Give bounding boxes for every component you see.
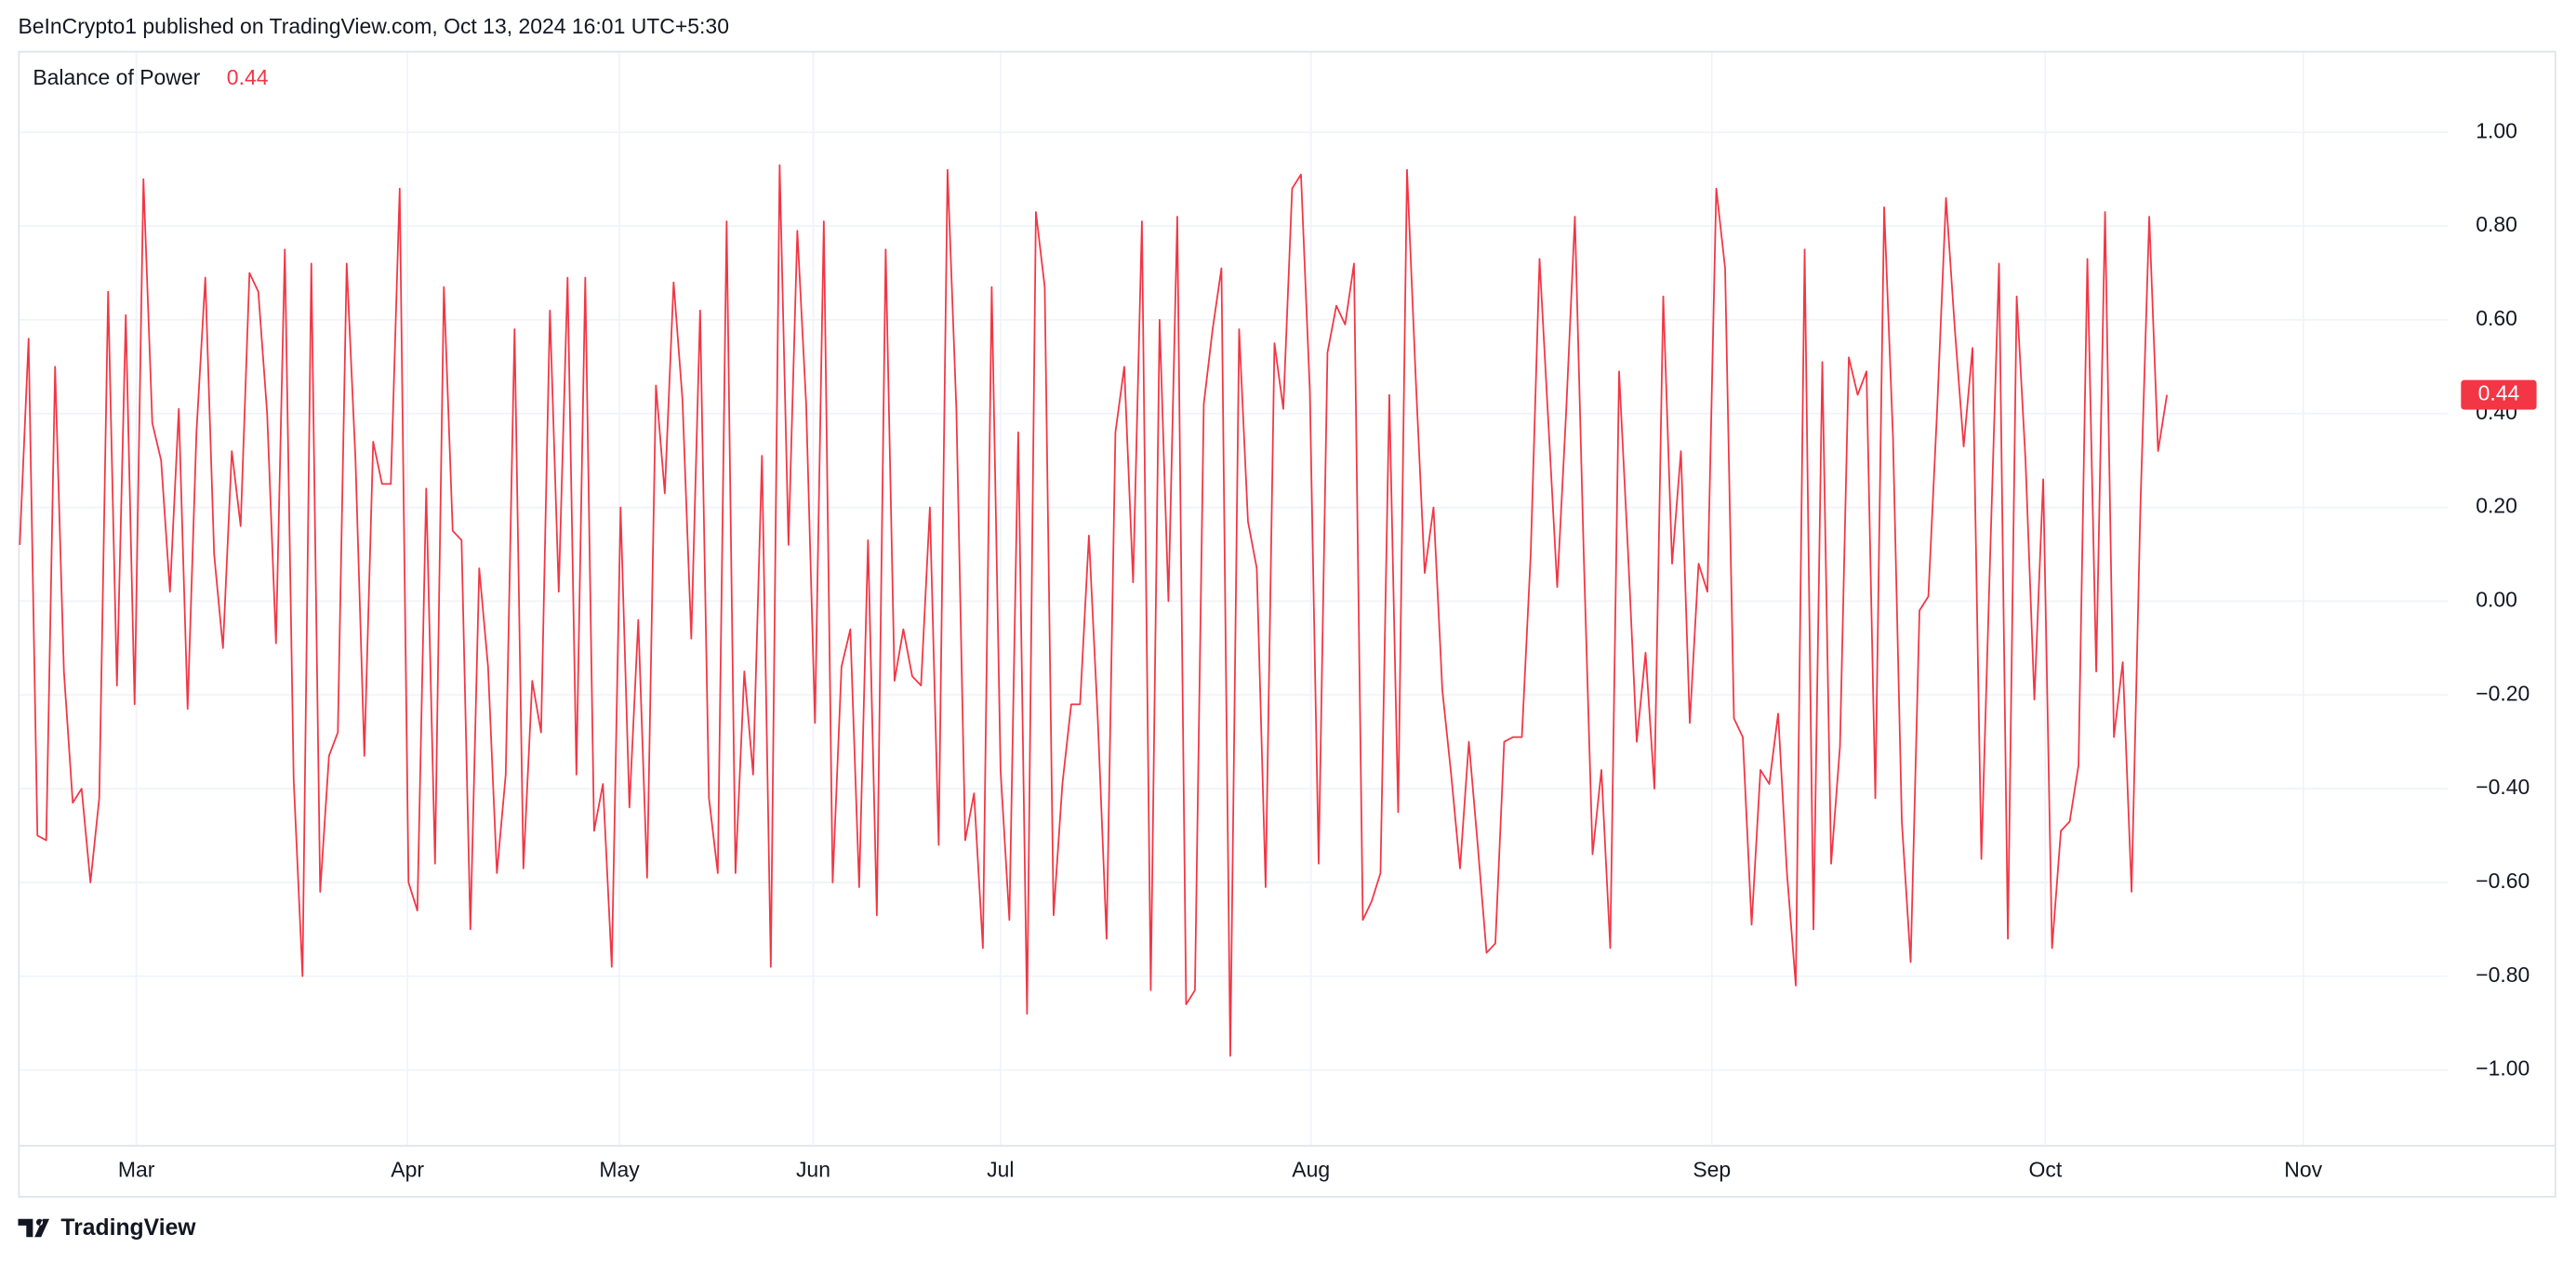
price-tag-label: 0.44 (2478, 381, 2520, 405)
x-tick-label: Oct (2029, 1158, 2063, 1182)
x-tick-label: Jul (987, 1158, 1014, 1182)
price-tag (2461, 379, 2537, 410)
y-tick-label: −0.20 (2476, 681, 2530, 705)
footer-brand: TradingView (60, 1215, 196, 1241)
y-tick-label: 0.00 (2476, 587, 2517, 611)
y-tick-label: −1.00 (2476, 1056, 2530, 1081)
grid (20, 52, 2449, 1146)
y-tick-label: −0.40 (2476, 775, 2530, 799)
x-tick-label: May (599, 1158, 640, 1182)
x-tick-label: Jun (796, 1158, 830, 1182)
x-tick-label: Sep (1693, 1158, 1731, 1182)
chart-frame (18, 50, 2556, 1198)
y-tick-label: 0.60 (2476, 306, 2517, 330)
x-tick-label: Apr (391, 1158, 424, 1182)
y-tick-label: −0.80 (2476, 962, 2530, 987)
y-tick-label: 0.20 (2476, 494, 2517, 518)
indicator-title: Balance of Power (33, 65, 200, 89)
y-tick-label: −0.60 (2476, 869, 2530, 893)
indicator-value: 0.44 (227, 65, 269, 89)
x-tick-label: Aug (1292, 1158, 1330, 1182)
series-line (19, 164, 2168, 1057)
x-tick-label: Mar (118, 1158, 155, 1182)
y-tick-label: 0.80 (2476, 212, 2517, 236)
x-tick-label: Nov (2284, 1158, 2322, 1182)
tv-logo (18, 1218, 50, 1238)
y-tick-label: 1.00 (2476, 118, 2517, 142)
publish-header: BeInCrypto1 published on TradingView.com… (18, 14, 729, 38)
